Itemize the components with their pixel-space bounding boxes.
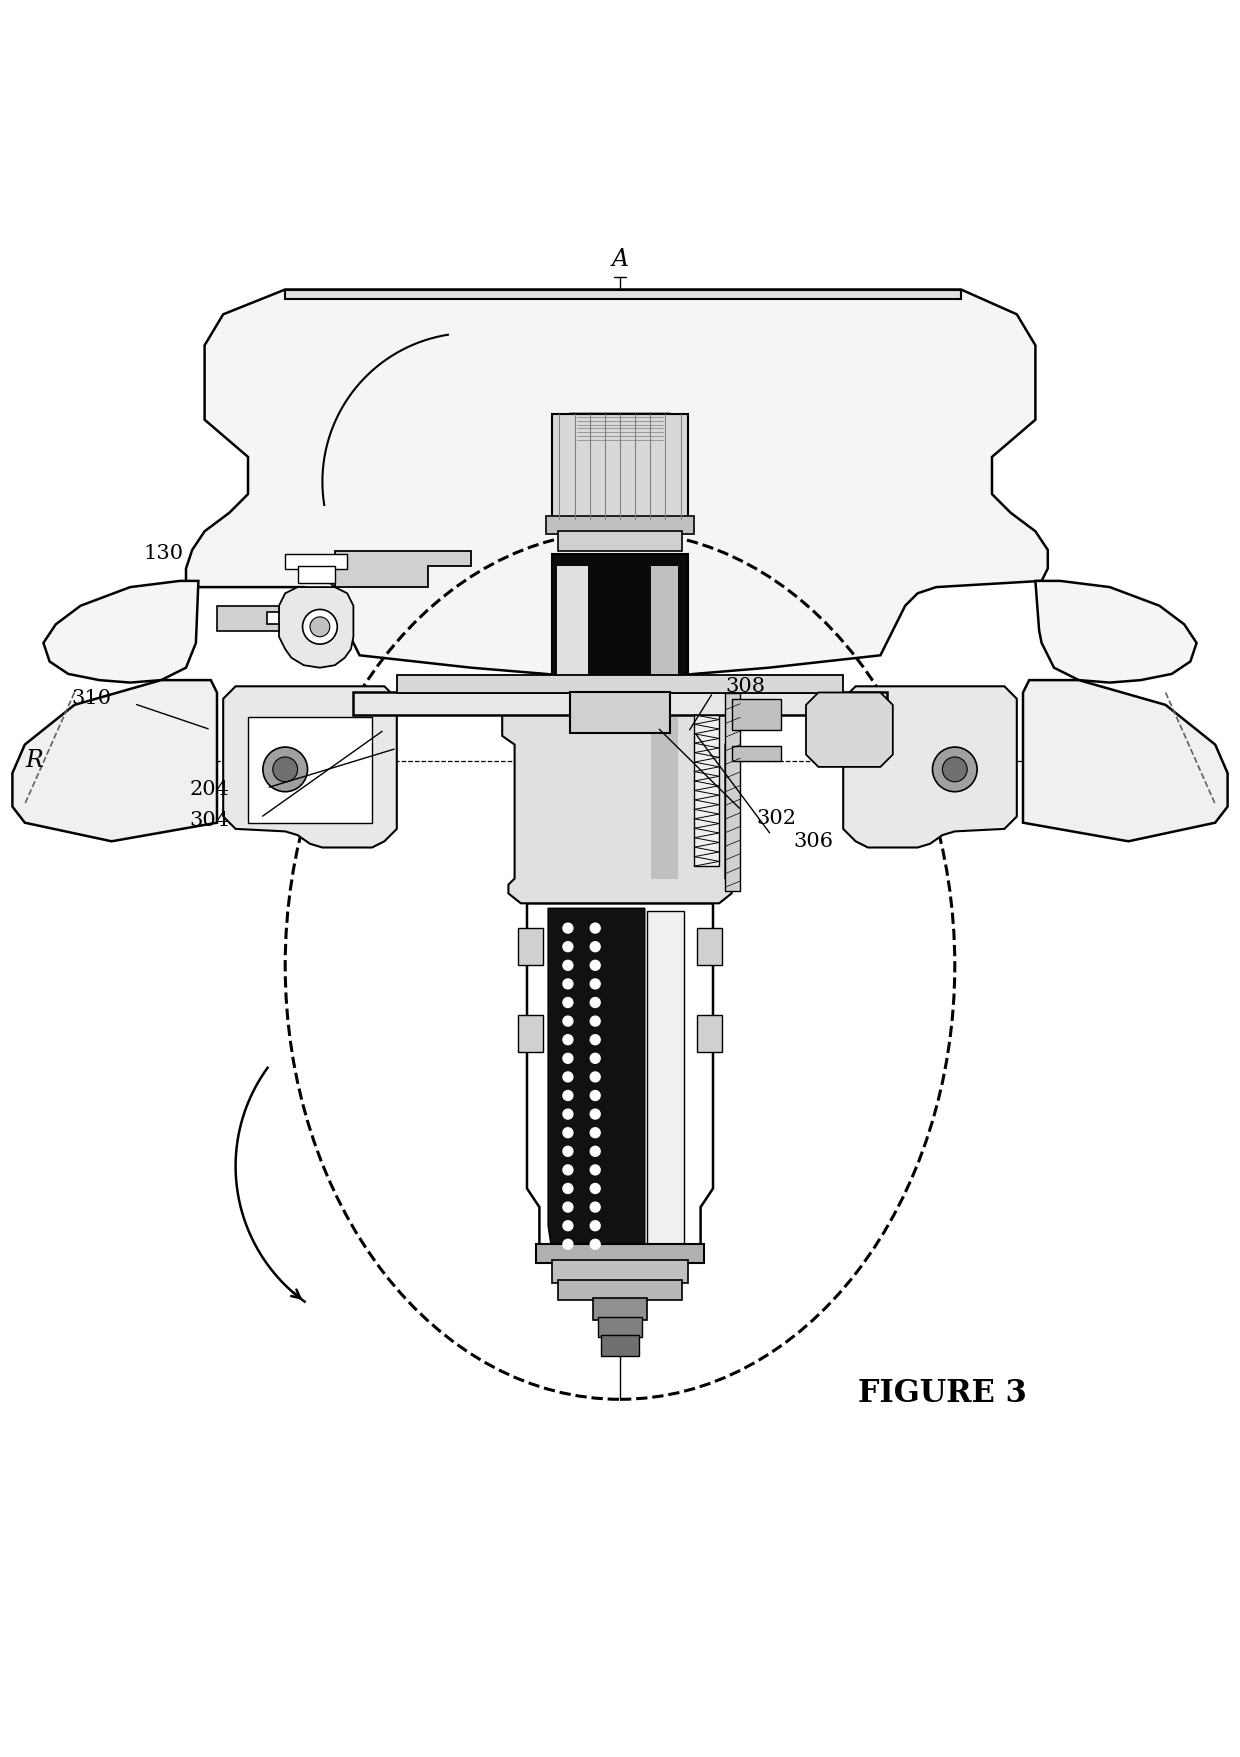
Circle shape — [563, 1202, 573, 1212]
Circle shape — [590, 1091, 600, 1100]
Circle shape — [563, 1239, 573, 1249]
Circle shape — [590, 1035, 600, 1045]
Circle shape — [563, 979, 573, 989]
Circle shape — [590, 1016, 600, 1026]
Circle shape — [590, 998, 600, 1007]
Polygon shape — [43, 582, 198, 682]
Circle shape — [563, 1165, 573, 1175]
Text: A: A — [611, 248, 629, 271]
Circle shape — [563, 1184, 573, 1193]
Text: 310: 310 — [72, 689, 112, 708]
Bar — [697, 928, 722, 965]
Circle shape — [590, 1146, 600, 1156]
Circle shape — [590, 1054, 600, 1063]
Circle shape — [590, 1184, 600, 1193]
Bar — [601, 1335, 639, 1356]
Circle shape — [563, 942, 573, 952]
Circle shape — [263, 747, 308, 792]
Bar — [546, 517, 694, 534]
Bar — [518, 928, 543, 965]
Circle shape — [563, 1221, 573, 1230]
Bar — [397, 675, 843, 692]
Circle shape — [563, 1072, 573, 1082]
Circle shape — [563, 1128, 573, 1139]
Bar — [557, 566, 588, 878]
Circle shape — [303, 610, 337, 645]
Circle shape — [590, 1239, 600, 1249]
Text: 308: 308 — [725, 676, 765, 696]
Bar — [552, 413, 688, 518]
Circle shape — [590, 942, 600, 952]
Bar — [552, 1260, 688, 1283]
Circle shape — [563, 1109, 573, 1119]
Polygon shape — [548, 908, 645, 1260]
Circle shape — [563, 1016, 573, 1026]
Circle shape — [563, 961, 573, 970]
Bar — [694, 715, 719, 866]
Circle shape — [563, 922, 573, 933]
Bar — [732, 745, 781, 761]
Circle shape — [942, 757, 967, 782]
Text: 204: 204 — [190, 780, 229, 799]
Bar — [697, 1016, 722, 1052]
Circle shape — [590, 1221, 600, 1230]
Circle shape — [563, 1146, 573, 1156]
Circle shape — [590, 1109, 600, 1119]
Text: 306: 306 — [794, 831, 833, 850]
Circle shape — [563, 998, 573, 1007]
Circle shape — [563, 1035, 573, 1045]
Text: FIGURE 3: FIGURE 3 — [858, 1377, 1027, 1409]
Polygon shape — [806, 692, 893, 766]
Bar — [248, 717, 372, 822]
Text: 130: 130 — [144, 545, 184, 564]
Bar — [353, 692, 887, 715]
Polygon shape — [527, 903, 713, 1263]
Circle shape — [590, 922, 600, 933]
Bar — [647, 910, 684, 1256]
Polygon shape — [186, 290, 1048, 682]
Circle shape — [932, 747, 977, 792]
Bar — [570, 692, 670, 733]
Text: 304: 304 — [190, 810, 229, 829]
Bar — [518, 1016, 543, 1052]
Bar — [536, 1244, 704, 1263]
Circle shape — [590, 1128, 600, 1139]
Circle shape — [590, 1072, 600, 1082]
Bar — [651, 566, 678, 878]
Circle shape — [563, 1091, 573, 1100]
Bar — [558, 531, 682, 552]
Bar — [285, 290, 961, 299]
Bar — [285, 553, 347, 569]
Bar — [593, 1298, 647, 1320]
Polygon shape — [1023, 680, 1228, 842]
Polygon shape — [570, 413, 670, 445]
Polygon shape — [1035, 582, 1197, 682]
Bar — [725, 692, 740, 891]
Polygon shape — [223, 687, 397, 847]
Circle shape — [563, 1054, 573, 1063]
Circle shape — [590, 1202, 600, 1212]
Text: 302: 302 — [756, 810, 796, 829]
Polygon shape — [279, 557, 353, 668]
Polygon shape — [502, 715, 738, 903]
Circle shape — [273, 757, 298, 782]
Bar — [732, 699, 781, 729]
Circle shape — [310, 617, 330, 636]
Circle shape — [590, 1165, 600, 1175]
Bar — [598, 1318, 642, 1337]
Polygon shape — [12, 680, 217, 842]
Polygon shape — [843, 687, 1017, 847]
Bar — [558, 1281, 682, 1300]
Polygon shape — [217, 606, 279, 631]
Circle shape — [590, 979, 600, 989]
Bar — [298, 566, 335, 583]
Polygon shape — [335, 552, 471, 587]
Circle shape — [590, 961, 600, 970]
Bar — [552, 553, 688, 891]
Text: R: R — [26, 748, 43, 771]
